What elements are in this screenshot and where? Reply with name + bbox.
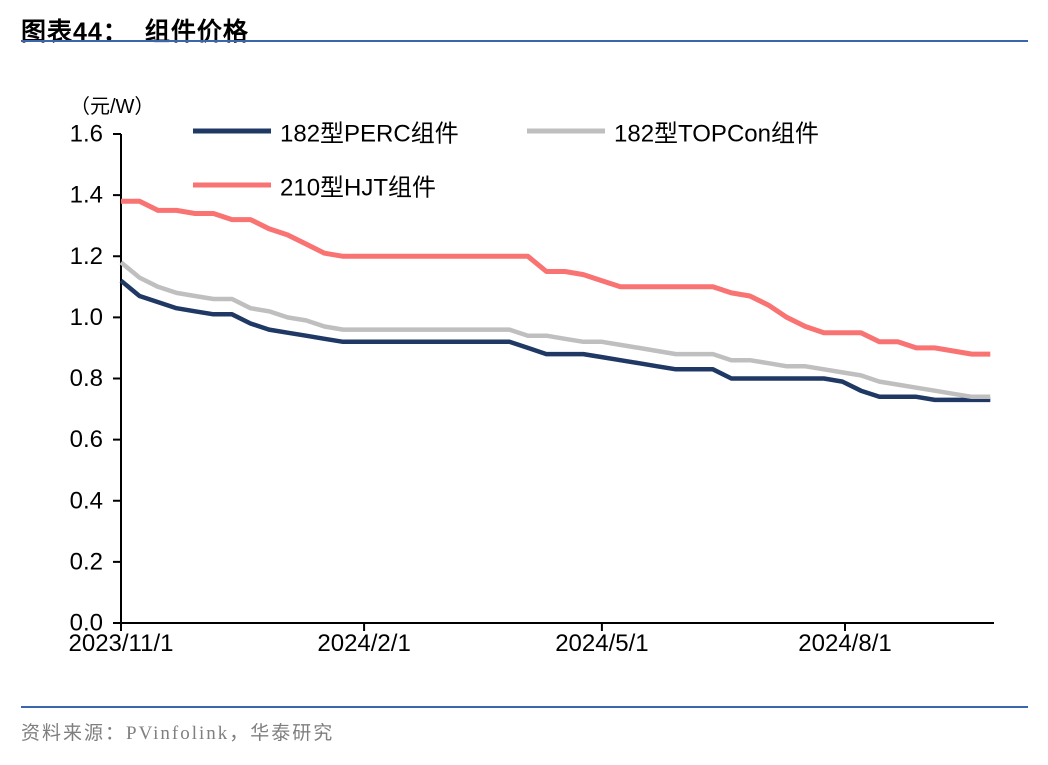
figure-header: 图表44： 组件价格 bbox=[21, 12, 249, 48]
y-axis-tick-label: 0.8 bbox=[70, 365, 103, 392]
x-axis-tick-label: 2024/5/1 bbox=[555, 630, 648, 657]
legend-line-swatch-topcon bbox=[527, 128, 605, 134]
series-line-perc bbox=[119, 278, 991, 403]
series-line-hjt bbox=[121, 198, 991, 357]
x-axis-tick-label: 2023/11/1 bbox=[69, 630, 174, 657]
y-axis-tick-label: 1.4 bbox=[70, 182, 103, 209]
legend-item-topcon: 182型TOPCon组件 bbox=[527, 114, 819, 149]
legend-label-topcon: 182型TOPCon组件 bbox=[614, 120, 819, 148]
y-axis-tick-label: 0.4 bbox=[70, 487, 103, 514]
legend-item-perc: 182型PERC组件 bbox=[193, 114, 459, 149]
footer-divider bbox=[21, 706, 1028, 708]
x-axis-tick-label: 2024/8/1 bbox=[798, 630, 891, 657]
legend-line-swatch-perc bbox=[193, 128, 271, 134]
legend-line-swatch-hjt bbox=[193, 182, 271, 188]
legend-item-hjt: 210型HJT组件 bbox=[193, 168, 436, 203]
y-axis-tick-label: 0.2 bbox=[70, 548, 103, 575]
y-axis-tick-label: 1.6 bbox=[70, 121, 103, 148]
legend-label-hjt: 210型HJT组件 bbox=[280, 174, 437, 202]
series-line-topcon bbox=[119, 260, 991, 400]
y-axis-tick-label: 0.6 bbox=[70, 426, 103, 453]
x-axis-tick-label: 2024/2/1 bbox=[317, 630, 410, 657]
y-axis-tick-label: 0.0 bbox=[70, 610, 103, 637]
source-note: 资料来源：PVinfolink，华泰研究 bbox=[21, 723, 335, 744]
axis-lines bbox=[120, 134, 994, 624]
legend-label-perc: 182型PERC组件 bbox=[280, 120, 459, 148]
y-axis-unit-label: （元/W） bbox=[70, 96, 155, 118]
y-axis-tick-label: 1.2 bbox=[70, 243, 103, 270]
title-divider bbox=[21, 40, 1028, 42]
y-axis-tick-label: 1.0 bbox=[70, 304, 103, 331]
